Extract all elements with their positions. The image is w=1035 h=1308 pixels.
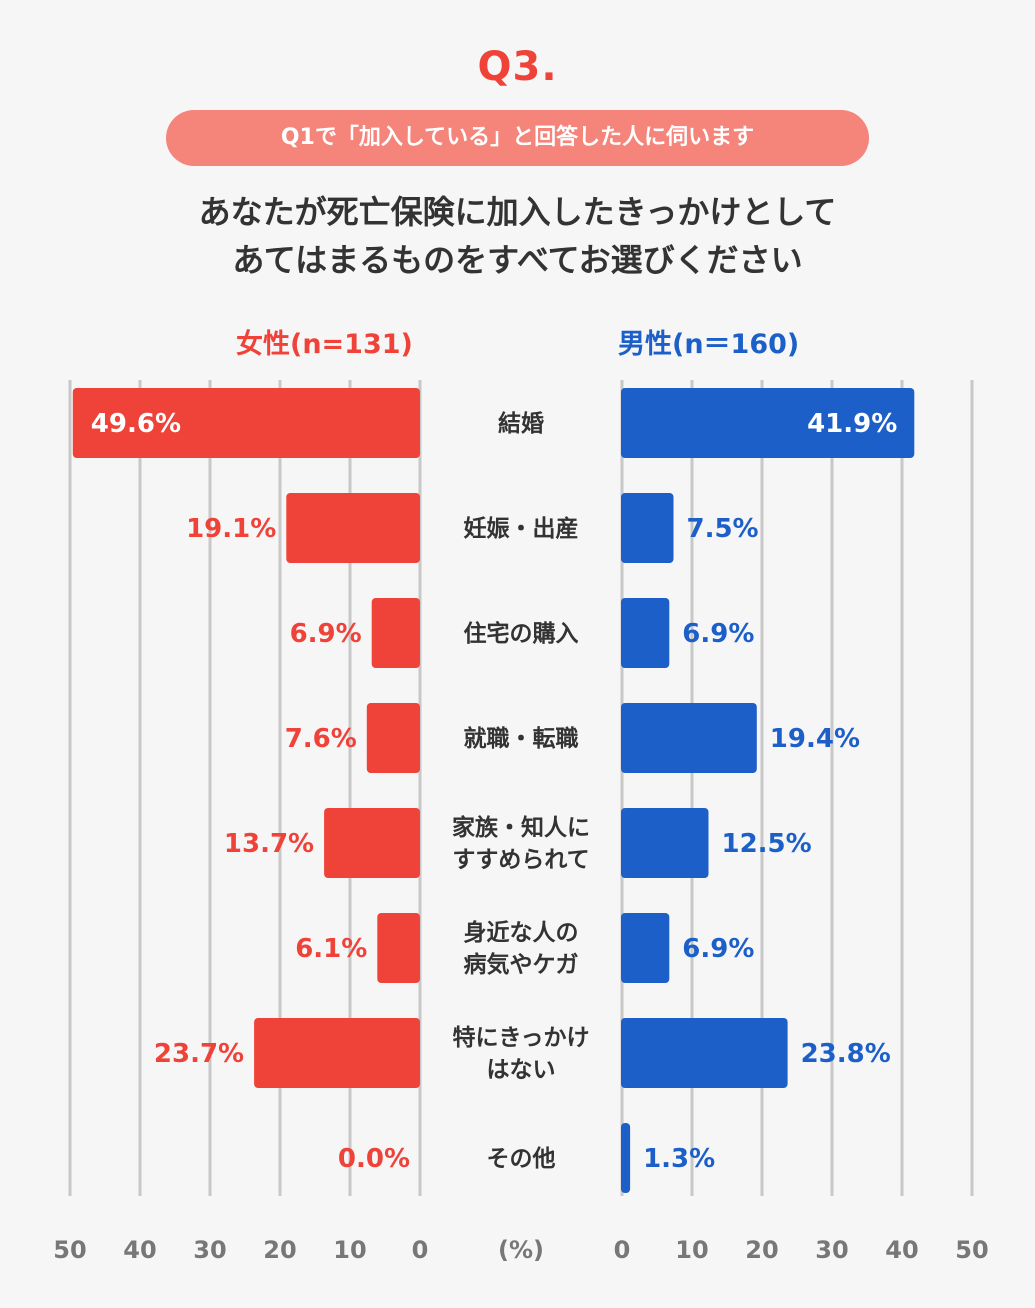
bar-female-4 [324, 808, 420, 878]
bar-male-4 [621, 808, 709, 878]
category-label-4-1: すすめられて [452, 847, 589, 873]
data-label-male-0: 41.9% [807, 409, 897, 439]
legend-male: 男性(n＝160) [618, 329, 800, 360]
bar-male-6 [621, 1018, 788, 1088]
data-label-male-7: 1.3% [643, 1144, 715, 1174]
data-label-female-4: 13.7% [224, 829, 314, 859]
data-label-female-2: 6.9% [290, 619, 362, 649]
bar-male-5 [621, 913, 670, 983]
legend-female: 女性(n=131) [236, 329, 413, 360]
bar-female-6 [254, 1018, 420, 1088]
category-label-5-1: 病気やケガ [464, 951, 579, 978]
data-label-male-6: 23.8% [801, 1039, 891, 1069]
data-label-female-0: 49.6% [91, 409, 181, 439]
data-label-female-1: 19.1% [186, 514, 276, 544]
question-line-1: あなたが死亡保険に加入したきっかけとして [198, 193, 837, 231]
data-label-male-3: 19.4% [770, 724, 860, 754]
tick-label-left-0: 0 [412, 1236, 429, 1264]
data-label-female-5: 6.1% [295, 934, 367, 964]
data-label-female-3: 7.6% [285, 724, 357, 754]
data-label-male-4: 12.5% [722, 829, 812, 859]
question-number: Q3. [477, 44, 558, 90]
bar-male-7 [621, 1123, 631, 1193]
category-label-2-0: 住宅の購入 [464, 620, 579, 647]
unit-label: (%) [498, 1236, 544, 1264]
bar-male-0 [621, 388, 915, 458]
question-text: あなたが死亡保険に加入したきっかけとして あてはまるものをすべてお選びください [0, 188, 1035, 284]
bar-male-2 [621, 598, 670, 668]
bar-female-5 [377, 913, 420, 983]
tick-label-right-50: 50 [955, 1236, 988, 1264]
bar-female-2 [371, 598, 420, 668]
category-label-3-0: 就職・転職 [464, 725, 579, 752]
question-line-2: あてはまるものをすべてお選びください [232, 241, 803, 279]
tick-label-right-0: 0 [614, 1236, 631, 1264]
category-label-0-0: 結婚 [498, 410, 544, 437]
data-label-female-7: 0.0% [338, 1144, 410, 1174]
category-label-6-0: 特にきっかけ [452, 1025, 589, 1051]
bar-female-3 [366, 703, 420, 773]
data-label-male-2: 6.9% [682, 619, 754, 649]
tick-label-right-40: 40 [885, 1236, 918, 1264]
data-label-male-5: 6.9% [682, 934, 754, 964]
bar-male-1 [621, 493, 674, 563]
tick-label-left-10: 10 [333, 1236, 366, 1264]
category-label-1-0: 妊娠・出産 [464, 515, 579, 542]
bar-female-0 [72, 388, 421, 458]
tick-label-right-10: 10 [675, 1236, 708, 1264]
category-label-6-1: はない [487, 1057, 556, 1083]
tick-label-left-20: 20 [263, 1236, 296, 1264]
data-label-male-1: 7.5% [687, 514, 759, 544]
tick-label-right-30: 30 [815, 1236, 848, 1264]
tick-label-left-40: 40 [123, 1236, 156, 1264]
condition-badge: Q1で「加入している」と回答した人に伺います [166, 110, 869, 166]
bar-female-1 [286, 493, 420, 563]
bar-male-3 [621, 703, 757, 773]
tick-label-left-30: 30 [193, 1236, 226, 1264]
tick-label-left-50: 50 [53, 1236, 86, 1264]
category-label-7-0: その他 [487, 1146, 556, 1172]
data-label-female-6: 23.7% [154, 1039, 244, 1069]
category-label-5-0: 身近な人の [464, 919, 579, 946]
category-label-4-0: 家族・知人に [452, 814, 590, 841]
tick-label-right-20: 20 [745, 1236, 778, 1264]
